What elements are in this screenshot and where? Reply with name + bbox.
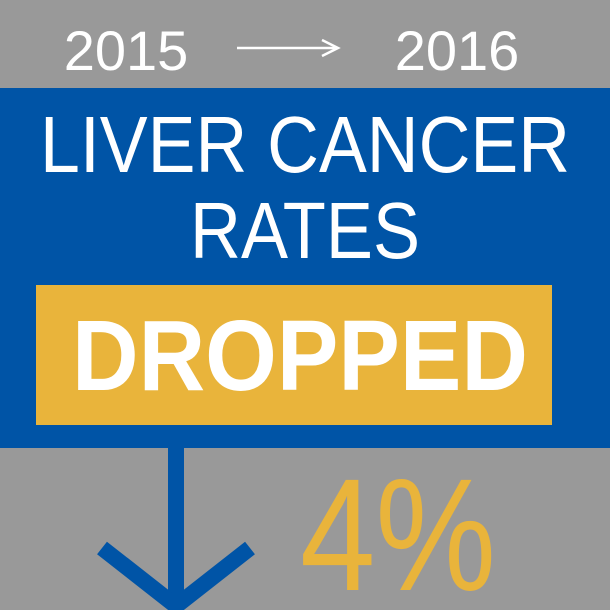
down-arrow (97, 448, 255, 610)
change-label: 4% (300, 445, 496, 610)
to-year: 2016 (395, 19, 520, 82)
title-line: RATES (190, 186, 420, 275)
year-arrow (237, 38, 341, 58)
from-year: 2015 (64, 19, 189, 82)
highlight-text: DROPPED (72, 300, 528, 412)
top-band (0, 0, 610, 88)
bottom-band (0, 448, 610, 610)
title-line: LIVER CANCER (40, 100, 570, 189)
highlight-box (36, 285, 552, 425)
